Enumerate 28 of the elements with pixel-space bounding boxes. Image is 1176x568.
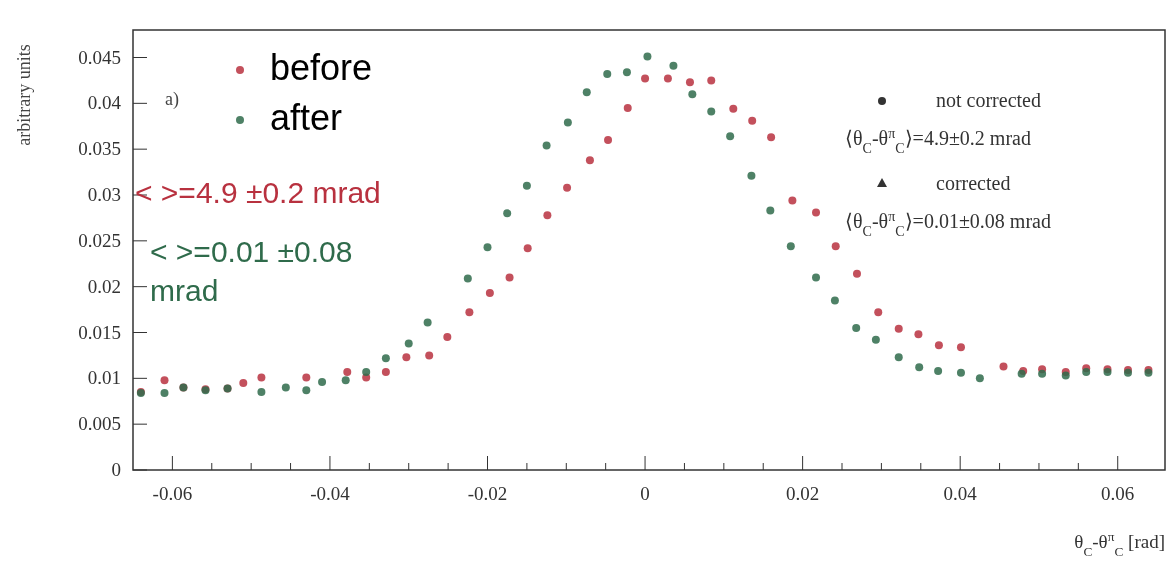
- annotation: < >=4.9 ±0.2 mrad: [135, 176, 381, 209]
- legend-label: before: [270, 47, 373, 88]
- y-tick-label: 0: [111, 459, 121, 480]
- x-tick-label: 0.02: [785, 483, 820, 504]
- y-tick-label: 0.015: [78, 321, 121, 343]
- legend-label: after: [270, 97, 343, 138]
- y-tick-label: 0.03: [87, 184, 121, 205]
- annotation: not corrected: [936, 89, 1041, 111]
- annotation: < >=0.01 ±0.08 mrad: [150, 235, 353, 307]
- y-tick-label: 0.025: [78, 229, 121, 251]
- y-tick-label: 0.035: [78, 138, 121, 160]
- x-tick-label: 0.04: [943, 483, 978, 504]
- y-tick-label: 0.04: [87, 92, 122, 114]
- x-tick-label: -0.02: [467, 483, 508, 504]
- y-tick-label: 0.02: [87, 275, 121, 297]
- annotation: a): [165, 89, 179, 110]
- x-tick-label: 0: [640, 483, 650, 504]
- x-tick-label: -0.06: [152, 483, 193, 504]
- y-axis-title: arbitrary units: [14, 44, 34, 146]
- x-tick-label: -0.04: [310, 483, 351, 504]
- annotation: ⟨θ$_{C}$-θ$^{π}$$_{C}$⟩=4.9±0.2 mrad: [845, 125, 1031, 156]
- y-tick-label: 0.005: [78, 413, 121, 435]
- x-tick-label: 0.06: [1101, 483, 1135, 504]
- annotation: ⟨θ$_{C}$-θ$^{π}$$_{C}$⟩=0.01±0.08 mrad: [845, 208, 1051, 239]
- annotation: corrected: [936, 172, 1011, 194]
- x-axis-title: θ$_{C}$-θ$^{π}$$_{C}$ [rad]: [1074, 528, 1165, 559]
- y-tick-label: 0.045: [78, 46, 121, 68]
- y-tick-label: 0.01: [87, 367, 121, 389]
